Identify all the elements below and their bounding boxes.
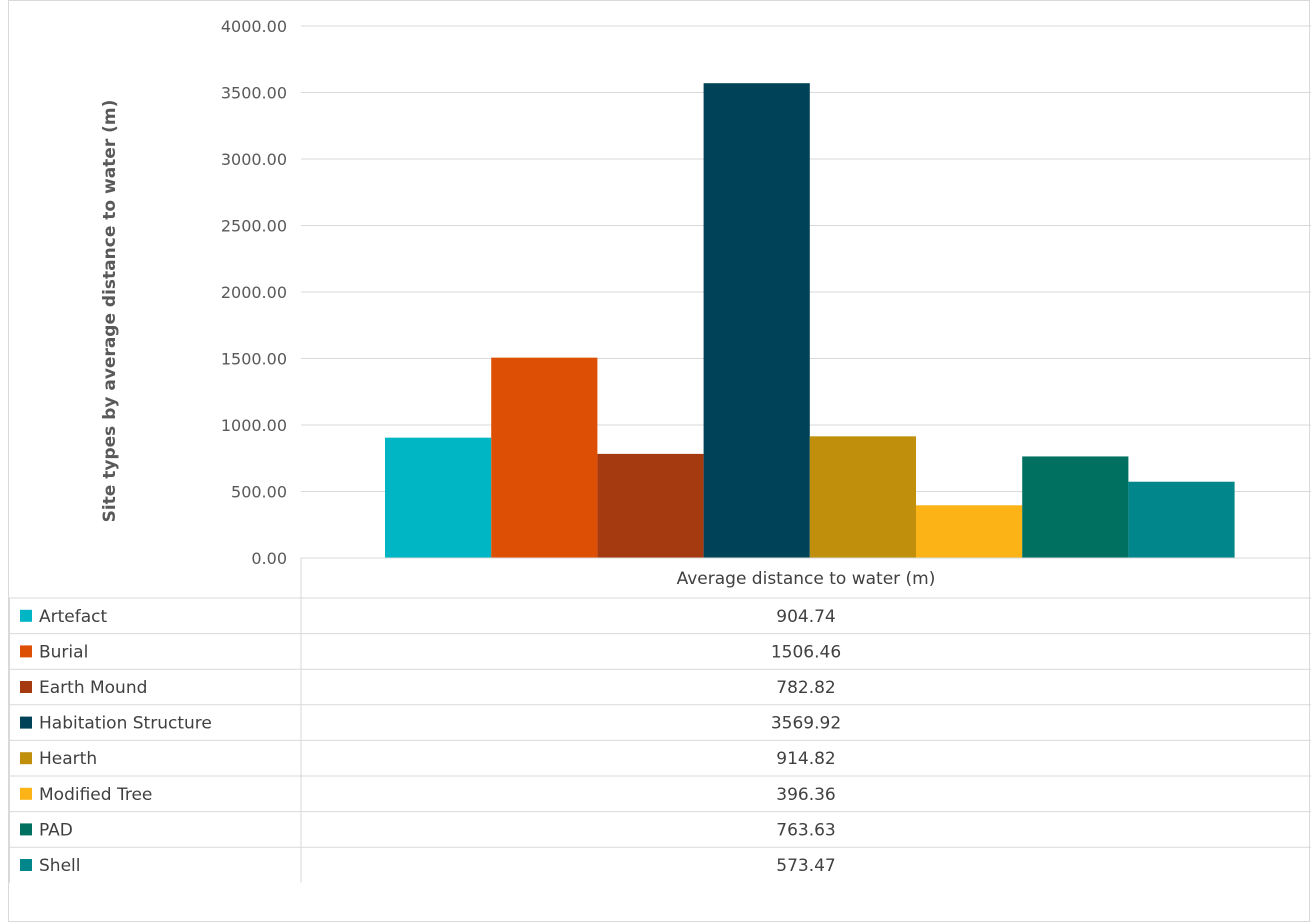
legend-label: PAD [39,820,73,840]
data-label: 1506.46 [771,642,841,662]
bars [385,83,1235,559]
data-table: Average distance to water (m) Artefact 904… [9,557,1311,883]
data-label: 3569.92 [771,714,841,734]
data-label: 573.47 [776,856,835,876]
y-tick-label: 1500.00 [221,350,287,369]
y-axis-title: Site types by average distance to water … [100,100,120,523]
bar-burial [491,357,598,558]
y-tick-label: 1000.00 [221,416,287,435]
y-tick-label: 500.00 [231,483,287,502]
bar-modified-tree [916,505,1023,558]
legend-label: Modified Tree [39,785,152,805]
data-label: 763.63 [776,820,835,840]
legend-swatch [20,752,32,765]
y-tick-label: 0.00 [251,549,287,568]
bar-pad [1022,456,1129,558]
data-label: 904.74 [776,607,835,627]
legend-swatch [20,787,32,800]
legend-label: Hearth [39,749,97,769]
y-axis-ticks: 0.00 500.00 1000.00 1500.00 2000.00 2500.00 30… [221,17,287,568]
legend-label: Habitation Structure [39,714,212,734]
legend-swatch [20,716,32,729]
legend-label: Artefact [39,607,107,627]
legend-swatch [20,609,32,622]
bar-chart: 0.00 500.00 1000.00 1500.00 2000.00 2500.00 30… [9,17,1311,883]
legend-swatch [20,645,32,658]
bar-shell [1128,481,1235,558]
category-label: Average distance to water (m) [677,569,936,589]
bar-earth-mound [597,453,704,558]
bar-hearth [809,436,916,558]
legend-label: Shell [39,856,80,876]
y-tick-label: 4000.00 [221,17,287,36]
bar-habitation-structure [703,83,810,559]
data-label: 782.82 [776,678,835,698]
legend-swatch [20,823,32,836]
legend-swatch [20,859,32,871]
chart-frame: 0.00 500.00 1000.00 1500.00 2000.00 2500.00 30… [8,0,1311,922]
bar-artefact [385,437,492,558]
y-tick-label: 2500.00 [221,217,287,236]
data-label: 914.82 [776,749,835,769]
y-tick-label: 3000.00 [221,150,287,169]
legend-label: Earth Mound [39,678,147,698]
legend-swatch [20,681,32,693]
legend-label: Burial [39,642,88,662]
data-label: 396.36 [776,785,835,805]
y-tick-label: 2000.00 [221,283,287,302]
y-tick-label: 3500.00 [221,84,287,103]
